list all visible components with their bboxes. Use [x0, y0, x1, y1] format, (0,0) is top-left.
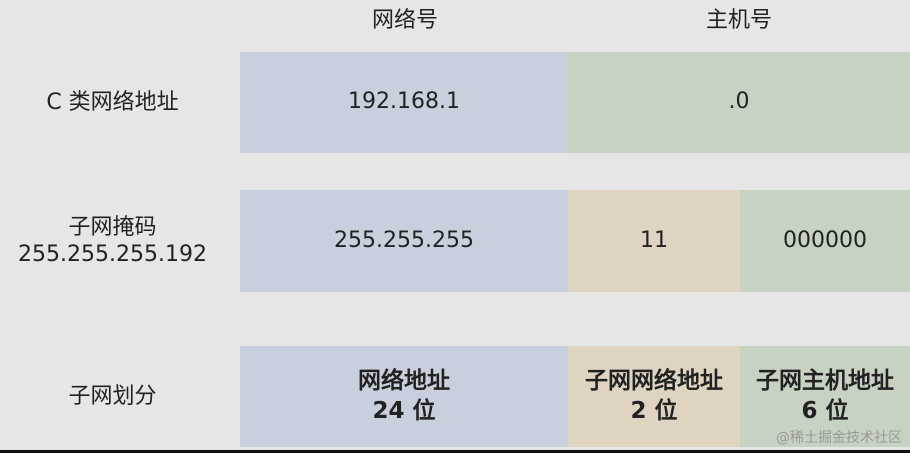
cell: 11	[568, 190, 740, 292]
cell-text: 000000	[783, 227, 867, 253]
row-label: C 类网络地址	[0, 52, 225, 153]
cell: 子网主机地址 6 位	[740, 346, 910, 447]
cell-text: 192.168.1	[348, 89, 460, 115]
bottom-rule	[0, 450, 910, 453]
header: 主机号	[705, 8, 772, 34]
cell: 网络地址 24 位	[240, 346, 568, 447]
label-line: 255.255.255.192	[18, 242, 207, 267]
cell-text: 255.255.255	[334, 227, 474, 253]
cell: 192.168.1	[240, 52, 568, 153]
cell-text: .0	[728, 89, 750, 115]
cell-text: 24 位	[372, 397, 436, 424]
cell-text: 2 位	[630, 397, 678, 424]
cell-text: 11	[640, 227, 668, 253]
watermark: @稀土掘金技术社区	[776, 430, 902, 446]
label-line: 子网掩码	[68, 214, 157, 240]
row-label: 子网划分	[0, 346, 225, 447]
label-line: 子网划分	[68, 383, 157, 409]
cell: 255.255.255	[240, 190, 568, 292]
row-label: 子网掩码 255.255.255.192	[0, 190, 225, 292]
header: 网络号	[371, 8, 438, 34]
cell-text: 网络地址	[358, 367, 450, 394]
label-line: C 类网络地址	[46, 89, 179, 115]
cell: 子网网络地址 2 位	[568, 346, 740, 447]
cell: .0	[568, 52, 910, 153]
cell-text: 子网网络地址	[585, 367, 723, 394]
cell: 000000	[740, 190, 910, 292]
cell-text: 6 位	[801, 397, 849, 424]
cell-text: 子网主机地址	[756, 367, 894, 394]
